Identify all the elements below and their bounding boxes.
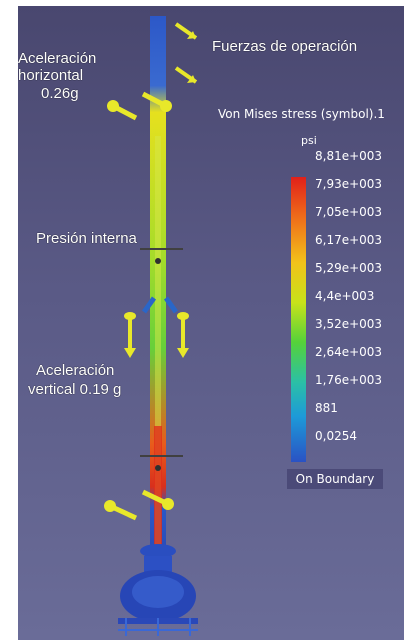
legend-tick: 4,4e+003 bbox=[315, 289, 375, 303]
horizontal-acceleration-arrows bbox=[107, 91, 172, 121]
vertical-acceleration-label-2: vertical 0.19 g bbox=[28, 381, 122, 398]
internal-pressure-label: Presión interna bbox=[36, 230, 137, 247]
fea-model[interactable] bbox=[18, 6, 404, 640]
base-support bbox=[118, 544, 198, 636]
legend-tick: 2,64e+003 bbox=[315, 345, 383, 359]
legend-tick: 1,76e+003 bbox=[315, 373, 383, 387]
color-scale-bar bbox=[291, 177, 306, 462]
legend-tick: 8,81e+003 bbox=[315, 149, 383, 163]
vertical-acceleration-label-1: Aceleración bbox=[36, 362, 115, 379]
horizontal-acceleration-label-1: Aceleración bbox=[18, 50, 97, 67]
legend-tick: 7,05e+003 bbox=[315, 205, 383, 219]
legend-title: Von Mises stress (symbol).1 bbox=[218, 107, 385, 121]
on-boundary-label: On Boundary bbox=[287, 469, 383, 489]
internal-pressure-markers bbox=[140, 248, 183, 471]
legend-tick: 3,52e+003 bbox=[315, 317, 383, 331]
legend-tick: 881 bbox=[315, 401, 338, 415]
fea-viewport[interactable]: Fuerzas de operación Aceleración horizon… bbox=[18, 6, 404, 640]
legend-tick: 7,93e+003 bbox=[315, 177, 383, 191]
horizontal-acceleration-value: 0.26g bbox=[41, 85, 79, 102]
vertical-acceleration-arrows bbox=[124, 296, 189, 358]
operation-forces-label: Fuerzas de operación bbox=[212, 38, 358, 55]
horizontal-acceleration-label-2: horizontal bbox=[18, 67, 84, 84]
legend-tick: 0,0254 bbox=[315, 429, 357, 443]
legend-tick: 5,29e+003 bbox=[315, 261, 383, 275]
operation-force-arrows bbox=[174, 22, 198, 84]
legend-tick: 6,17e+003 bbox=[315, 233, 383, 247]
legend-unit: psi bbox=[301, 134, 317, 147]
lower-load-arrows bbox=[104, 489, 174, 521]
